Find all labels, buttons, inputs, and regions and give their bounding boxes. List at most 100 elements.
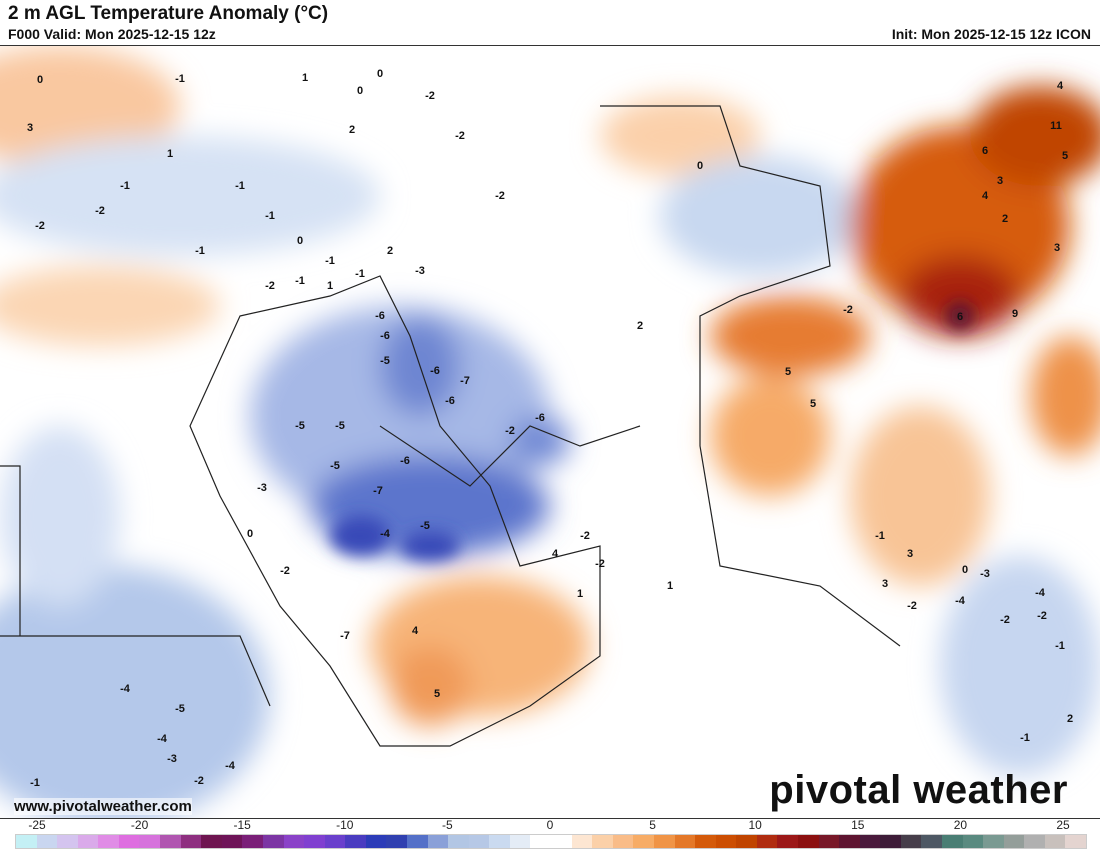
anomaly-value-label: 5 [809, 398, 817, 410]
colorbar-swatch [262, 835, 284, 848]
anomaly-value-label: 3 [881, 578, 889, 590]
anomaly-value-label: -1 [1055, 640, 1065, 652]
anomaly-value-label: -1 [265, 210, 275, 222]
anomaly-value-label: -2 [425, 90, 435, 102]
anomaly-value-label: -4 [380, 528, 390, 540]
colorbar-swatch [77, 835, 99, 848]
anomaly-value-label: 1 [576, 588, 584, 600]
colorbar-swatch [571, 835, 593, 848]
anomaly-value-label: -1 [325, 255, 335, 267]
anomaly-value-label: 2 [348, 124, 356, 136]
colorbar-ticks: -25 -20 -15 -10 -5 0 5 10 15 20 25 [0, 818, 1100, 834]
anomaly-value-label: -3 [167, 753, 177, 765]
colorbar-tick: -10 [336, 818, 354, 832]
colorbar-swatch [365, 835, 387, 848]
anomaly-value-label: 0 [961, 564, 969, 576]
colorbar-swatch [530, 835, 552, 848]
anomaly-value-label: 0 [356, 85, 364, 97]
anomaly-value-label: -5 [175, 703, 185, 715]
anomaly-value-label: -6 [380, 330, 390, 342]
colorbar-swatch [345, 835, 366, 848]
anomaly-value-label: -4 [955, 595, 965, 607]
colorbar-tick: 25 [1056, 818, 1070, 832]
colorbar-swatch [324, 835, 346, 848]
anomaly-value-label: 4 [981, 190, 989, 202]
colorbar-swatch [983, 835, 1004, 848]
anomaly-value-label: -4 [225, 760, 235, 772]
colorbar-swatch [633, 835, 654, 848]
anomaly-value-label: 4 [551, 548, 559, 560]
anomaly-value-label: -2 [265, 280, 275, 292]
anomaly-value-label: 0 [376, 68, 384, 80]
anomaly-value-label: -4 [120, 683, 130, 695]
anomaly-value-label: -3 [415, 265, 425, 277]
colorbar-swatch [900, 835, 922, 848]
anomaly-value-label: -5 [380, 355, 390, 367]
temperature-anomaly-map[interactable]: -1 0 1 0 2 -2 -2 0 3 1 -1 -2 -1 -1 -2 -1 0 -2 1 -2 -1 2 -1 -1 -3… [0, 45, 1100, 819]
valid-time: F000 Valid: Mon 2025-12-15 12z [8, 26, 216, 42]
colorbar-swatch [221, 835, 243, 848]
colorbar-swatch [1065, 835, 1087, 848]
colorbar-swatch [427, 835, 449, 848]
colorbar-tick: -5 [442, 818, 453, 832]
anomaly-value-label: 5 [433, 688, 441, 700]
colorbar-swatch [756, 835, 778, 848]
anomaly-value-label: -2 [595, 558, 605, 570]
colorbar-swatch [489, 835, 510, 848]
colorbar-swatch [1003, 835, 1025, 848]
anomaly-value-label: -5 [330, 460, 340, 472]
anomaly-value-label: -1 [1020, 732, 1030, 744]
anomaly-value-label: 1 [166, 148, 174, 160]
colorbar-swatch [16, 835, 37, 848]
anomaly-value-label: 4 [1056, 80, 1064, 92]
colorbar-tick: 0 [546, 818, 554, 832]
anomaly-value-label: -3 [257, 482, 267, 494]
anomaly-value-label: -1 [295, 275, 305, 287]
colorbar-swatch [921, 835, 943, 848]
colorbar-swatch [160, 835, 181, 848]
anomaly-value-label: 4 [411, 625, 419, 637]
anomaly-value-label: -5 [335, 420, 345, 432]
anomaly-value-label: -1 [875, 530, 885, 542]
colorbar-swatch [653, 835, 675, 848]
colorbar-swatch [468, 835, 490, 848]
anomaly-value-label: 2 [636, 320, 644, 332]
colorbar-swatch [386, 835, 407, 848]
anomaly-value-label: -5 [420, 520, 430, 532]
colorbar-swatch [674, 835, 696, 848]
anomaly-value-label: 3 [996, 175, 1004, 187]
anomaly-value-label: 9 [1011, 308, 1019, 320]
colorbar-swatch [942, 835, 963, 848]
anomaly-value-label: 3 [1053, 242, 1061, 254]
anomaly-value-label: -2 [505, 425, 515, 437]
website-link[interactable]: www.pivotalweather.com [14, 798, 192, 815]
anomaly-value-label: -6 [445, 395, 455, 407]
anomaly-value-label: -6 [400, 455, 410, 467]
colorbar-swatch [612, 835, 634, 848]
anomaly-value-label: -2 [495, 190, 505, 202]
anomaly-value-label: 0 [36, 74, 44, 86]
colorbar-swatch [242, 835, 263, 848]
colorbar-swatch [859, 835, 881, 848]
anomaly-value-label: -5 [295, 420, 305, 432]
anomaly-value-label: 3 [906, 548, 914, 560]
colorbar-swatch [36, 835, 58, 848]
map-title: 2 m AGL Temperature Anomaly (°C) [8, 3, 329, 24]
colorbar-tick: 5 [649, 818, 656, 832]
anomaly-value-label: 6 [981, 145, 989, 157]
colorbar-tick: 20 [953, 818, 968, 832]
colorbar-swatch [1044, 835, 1066, 848]
colorbar-tick: -20 [130, 818, 149, 832]
anomaly-value-label: 0 [246, 528, 254, 540]
anomaly-value-label: -3 [980, 568, 990, 580]
anomaly-value-label: -4 [157, 733, 167, 745]
colorbar-swatch [180, 835, 202, 848]
pivotal-weather-logo: pivotal weather [769, 768, 1068, 812]
anomaly-value-label: -7 [460, 375, 470, 387]
anomaly-value-label: 2 [1001, 213, 1009, 225]
colorbar-swatch [777, 835, 798, 848]
anomaly-value-label: -1 [355, 268, 365, 280]
anomaly-value-label: -2 [1037, 610, 1047, 622]
colorbar-swatch [695, 835, 716, 848]
anomaly-value-label: 11 [1050, 120, 1062, 132]
